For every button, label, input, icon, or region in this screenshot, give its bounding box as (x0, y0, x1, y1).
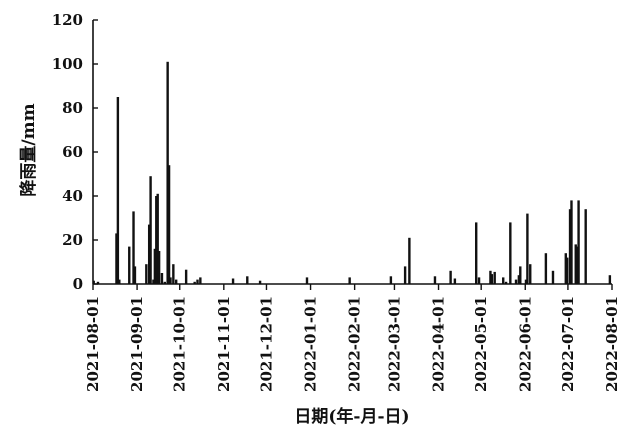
y-tick-label: 60 (62, 143, 83, 161)
rainfall-bar (133, 266, 137, 284)
y-axis-title: 降雨量/mm (18, 103, 39, 196)
rainfall-bar (193, 281, 196, 284)
y-tick-label: 100 (52, 55, 83, 73)
rainfall-bar (584, 209, 587, 284)
x-tick-label: 2021-10-01 (171, 296, 189, 392)
rainfall-bar (608, 275, 612, 284)
rainfall-bar (477, 277, 481, 284)
rainfall-bar (246, 276, 249, 284)
rainfall-bar (149, 176, 152, 284)
rainfall-bar (196, 279, 199, 284)
rainfall-bar (551, 270, 555, 284)
rainfall-bar (157, 251, 161, 284)
rainfall-bar (258, 280, 262, 284)
x-tick-label: 2022-07-01 (559, 296, 577, 392)
x-tick-label: 2022-05-01 (472, 296, 490, 392)
y-tick-label: 120 (52, 11, 83, 29)
x-tick-label: 2022-06-01 (516, 296, 534, 392)
rainfall-bar (564, 253, 567, 284)
rainfall-bar (231, 278, 235, 284)
rainfall-bar (566, 257, 569, 284)
rainfall-bar (577, 200, 580, 284)
rainfall-bar (348, 277, 351, 284)
rainfall-bar (155, 196, 158, 284)
rainfall-bar (575, 246, 579, 284)
x-tick-label: 2022-01-01 (302, 296, 320, 392)
rainfall-bar (453, 278, 457, 284)
y-tick-label: 40 (62, 187, 83, 205)
rainfall-bar (502, 277, 505, 284)
rainfall-bar (509, 222, 512, 284)
rainfall-bar (169, 277, 172, 284)
rainfall-bar (524, 279, 528, 284)
rainfall-bar (128, 246, 131, 284)
rainfall-bar (544, 253, 548, 284)
rainfall-bar (504, 281, 508, 284)
x-tick-label: 2021-12-01 (257, 296, 275, 392)
rainfall-bar (389, 276, 393, 284)
rainfall-bar (132, 211, 135, 284)
x-tick-label: 2021-08-01 (84, 296, 102, 392)
rainfall-bar (156, 193, 159, 284)
x-tick-label: 2022-04-01 (430, 296, 448, 392)
rainfall-bar (529, 264, 532, 284)
y-tick-label: 20 (62, 231, 83, 249)
rainfall-bar (145, 264, 148, 284)
rainfall-bar (570, 200, 573, 284)
rainfall-bar (493, 271, 496, 284)
rainfall-bar (403, 266, 407, 284)
rainfall-bar (449, 270, 452, 284)
rainfall-bar (115, 233, 118, 284)
rainfall-bar (172, 264, 175, 284)
y-tick-label: 80 (62, 99, 83, 117)
rainfall-bar (116, 97, 120, 284)
rainfall-bar (166, 61, 169, 284)
rainfall-bar (160, 273, 164, 284)
x-tick-label: 2021-11-01 (215, 296, 233, 392)
rainfall-bar (163, 281, 167, 284)
y-axis: 0 20 40 60 80 100 120 (52, 11, 98, 293)
x-tick-label: 2022-02-01 (346, 296, 364, 392)
rainfall-bar (184, 269, 188, 284)
rainfall-bar (305, 277, 309, 284)
rainfall-bar (96, 281, 100, 284)
rainfall-bar (526, 213, 529, 284)
rainfall-bar (153, 248, 157, 284)
rainfall-bar (118, 279, 121, 284)
rainfall-bar (574, 244, 577, 284)
y-tick-label: 0 (73, 275, 83, 293)
x-tick-label: 2022-08-01 (603, 296, 621, 392)
rainfall-bar (568, 209, 572, 284)
rainfall-bar (147, 224, 151, 284)
rainfall-bar (174, 279, 178, 284)
x-axis-title: 日期(年-月-日) (294, 406, 409, 427)
rainfall-bar (489, 270, 492, 284)
x-tick-label: 2021-09-01 (128, 296, 146, 392)
bars-group (92, 61, 612, 284)
rainfall-bar (514, 279, 518, 284)
x-tick-label: 2022-03-01 (385, 296, 403, 392)
rainfall-bar (199, 277, 202, 284)
rainfall-bar (167, 165, 171, 284)
x-axis: 2021-08-01 2021-09-01 2021-10-01 2021-11-01… (84, 283, 621, 392)
rainfall-bar (433, 276, 437, 284)
rainfall-bar (408, 237, 411, 284)
rainfall-bar (490, 274, 494, 284)
rainfall-bar (152, 279, 155, 284)
rainfall-bar (475, 222, 478, 284)
rainfall-bar (517, 275, 521, 284)
rainfall-bar (519, 266, 522, 284)
